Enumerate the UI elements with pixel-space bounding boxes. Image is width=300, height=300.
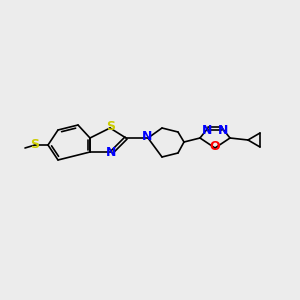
Text: S: S [106, 119, 116, 133]
Text: O: O [210, 140, 220, 152]
Text: N: N [142, 130, 152, 143]
Text: S: S [31, 137, 40, 151]
Text: N: N [202, 124, 212, 136]
Text: N: N [106, 146, 116, 160]
Text: N: N [218, 124, 228, 136]
